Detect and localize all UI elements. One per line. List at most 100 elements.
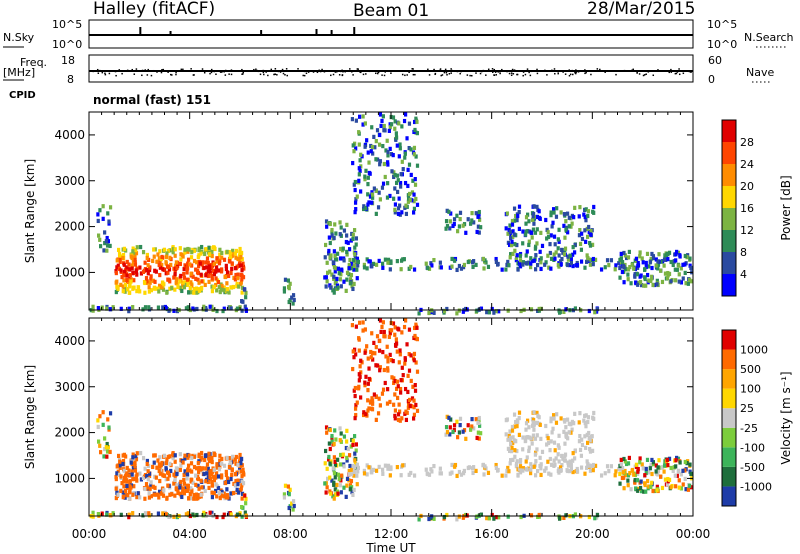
velocity-cell bbox=[471, 470, 475, 476]
velocity-cell bbox=[100, 511, 104, 516]
power-cell bbox=[357, 172, 361, 177]
power-cell bbox=[685, 255, 689, 260]
velocity-cell bbox=[125, 483, 129, 489]
nave-point bbox=[330, 74, 332, 77]
velocity-cell bbox=[171, 456, 175, 461]
power-cell bbox=[461, 223, 465, 228]
power-cell bbox=[683, 253, 687, 259]
velocity-cell bbox=[380, 391, 385, 396]
power-cell bbox=[412, 119, 417, 125]
nave-point bbox=[459, 72, 461, 75]
nave-point bbox=[440, 74, 442, 77]
velocity-cell bbox=[432, 463, 436, 469]
velocity-cell bbox=[537, 512, 541, 518]
power-cell bbox=[219, 287, 223, 292]
power-cell bbox=[622, 280, 626, 285]
power-cell bbox=[125, 265, 129, 270]
power-cell bbox=[366, 192, 370, 197]
power-cell bbox=[342, 258, 346, 263]
power-cell bbox=[363, 121, 367, 126]
power-cell bbox=[442, 308, 447, 314]
nave-point bbox=[357, 68, 359, 70]
velocity-cell bbox=[476, 420, 480, 425]
power-cell bbox=[353, 245, 357, 250]
power-cell bbox=[448, 219, 452, 224]
nave-label: Nave bbox=[746, 66, 775, 79]
power-cell bbox=[151, 258, 155, 264]
velocity-cell bbox=[390, 375, 394, 380]
velocity-cell bbox=[494, 515, 498, 520]
nsky-spike bbox=[169, 31, 172, 35]
colorbar-segment bbox=[722, 252, 736, 274]
power-cell bbox=[183, 247, 187, 252]
power-cell bbox=[388, 193, 392, 199]
power-cell bbox=[535, 204, 539, 209]
power-cell bbox=[666, 270, 670, 276]
power-cell bbox=[666, 257, 670, 262]
nave-point bbox=[411, 68, 413, 70]
velocity-cell bbox=[362, 410, 366, 415]
velocity-cell bbox=[578, 411, 582, 416]
velocity-cell bbox=[622, 456, 626, 462]
power-cell bbox=[233, 251, 237, 256]
velocity-cell bbox=[178, 485, 182, 490]
velocity-cell bbox=[149, 480, 153, 485]
power-cell bbox=[223, 274, 228, 280]
nave-point bbox=[297, 68, 299, 70]
velocity-cell bbox=[540, 449, 545, 455]
colorbar-label: Velocity [m s⁻¹] bbox=[779, 371, 793, 464]
velocity-cell bbox=[408, 403, 412, 409]
velocity-cell bbox=[154, 492, 158, 497]
velocity-cell bbox=[521, 466, 526, 471]
velocity-cell bbox=[96, 439, 101, 444]
velocity-cell bbox=[121, 461, 125, 467]
nave-point bbox=[487, 68, 490, 71]
power-cell bbox=[231, 284, 236, 290]
y-tick-label: 3000 bbox=[54, 380, 85, 394]
power-cell bbox=[438, 260, 442, 265]
velocity-cell bbox=[485, 516, 489, 521]
velocity-cell bbox=[366, 408, 370, 413]
velocity-cell bbox=[208, 474, 212, 480]
velocity-cell bbox=[529, 462, 533, 467]
velocity-cell bbox=[123, 488, 128, 494]
velocity-cell bbox=[508, 435, 512, 441]
velocity-cell bbox=[456, 435, 460, 440]
power-cell bbox=[337, 271, 341, 276]
velocity-cell bbox=[477, 436, 481, 441]
velocity-cell bbox=[233, 457, 237, 462]
velocity-cell bbox=[174, 486, 178, 491]
velocity-cell bbox=[162, 453, 167, 458]
nave-point bbox=[433, 68, 435, 71]
power-cell bbox=[158, 272, 162, 278]
power-cell bbox=[679, 266, 683, 271]
nave-point bbox=[638, 70, 641, 72]
nsearch-tick-top: 10^5 bbox=[707, 18, 738, 31]
power-cell bbox=[357, 114, 362, 119]
power-cell bbox=[352, 257, 356, 263]
power-cell bbox=[530, 258, 534, 264]
nave-point bbox=[510, 72, 513, 74]
power-cell bbox=[618, 275, 622, 280]
velocity-cell bbox=[196, 483, 200, 488]
velocity-cell bbox=[338, 483, 342, 488]
power-cell bbox=[162, 282, 166, 287]
power-cell bbox=[350, 266, 354, 271]
nave-point bbox=[316, 71, 319, 74]
power-cell bbox=[605, 258, 610, 263]
power-cell bbox=[451, 223, 455, 229]
power-cell bbox=[369, 149, 373, 154]
power-cell bbox=[225, 270, 230, 275]
power-cell bbox=[533, 246, 538, 251]
velocity-cell bbox=[133, 460, 137, 465]
power-cell bbox=[374, 211, 378, 216]
velocity-cell bbox=[331, 494, 335, 499]
velocity-cell bbox=[639, 479, 643, 484]
colorbar-segment bbox=[722, 274, 736, 296]
power-cell bbox=[644, 260, 648, 266]
power-cell bbox=[374, 157, 378, 162]
velocity-cell bbox=[517, 466, 521, 471]
velocity-cell bbox=[330, 478, 334, 483]
power-cell bbox=[185, 270, 189, 275]
velocity-cell bbox=[644, 466, 648, 472]
